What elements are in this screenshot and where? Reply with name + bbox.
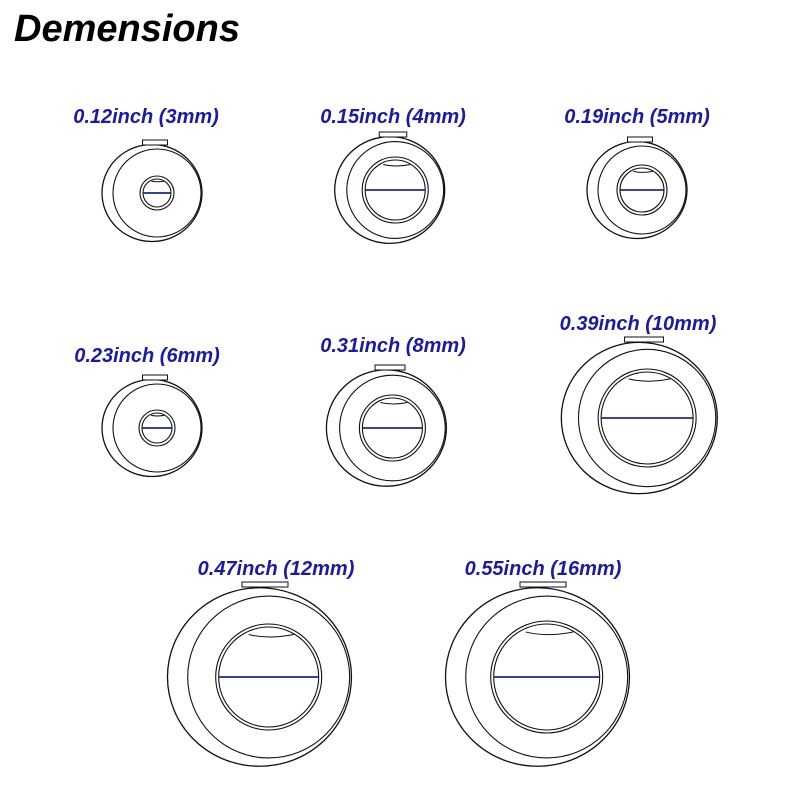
screw-hole [248,634,294,638]
shaft-collar-5mm [586,136,688,240]
set-screw [142,139,168,146]
bore-chamfer [358,394,426,462]
set-screw [374,364,406,371]
shaft-collar-6mm [101,374,203,478]
collar-face [112,148,202,238]
screw-hole [380,402,408,405]
page-title: Demensions [14,8,240,50]
shaft-collar-8mm [325,364,448,487]
size-label-5mm: 0.19inch (5mm) [564,106,710,128]
set-screw [627,136,653,143]
collar-face [339,374,446,482]
bore-chamfer [139,175,175,211]
set-screw [241,581,289,588]
size-label-6mm: 0.23inch (6mm) [74,345,220,367]
screw-hole [151,180,165,183]
shaft-collar-4mm [334,131,446,244]
screw-hole [633,170,654,173]
bore-chamfer [597,368,697,468]
size-label-12mm: 0.47inch (12mm) [197,558,355,580]
set-screw [519,581,567,588]
size-label-3mm: 0.12inch (3mm) [73,106,219,128]
size-label-16mm: 0.55inch (16mm) [464,558,622,580]
shaft-collar-3mm [101,139,203,243]
screw-hole [628,378,671,382]
screw-hole [383,164,411,167]
bore-chamfer [138,409,176,447]
collar-face [346,141,445,239]
screw-hole [525,631,574,636]
screw-hole [150,414,165,417]
shaft-collar-12mm [166,581,353,767]
shaft-collar-16mm [444,581,631,767]
size-label-10mm: 0.39inch (10mm) [559,313,717,335]
collar-face [577,348,717,488]
bore-chamfer [490,620,604,734]
set-screw [624,336,664,343]
collar-face [187,595,351,759]
bore-chamfer [361,156,429,224]
collar-face [112,383,202,473]
set-screw [378,131,408,138]
size-label-4mm: 0.15inch (4mm) [320,106,466,128]
bore-chamfer [215,623,323,731]
shaft-collar-10mm [560,336,718,495]
collar-face [465,595,629,759]
collar-face [597,145,687,235]
bore-chamfer [616,164,668,216]
size-label-8mm: 0.31inch (8mm) [320,335,466,357]
set-screw [142,374,168,381]
